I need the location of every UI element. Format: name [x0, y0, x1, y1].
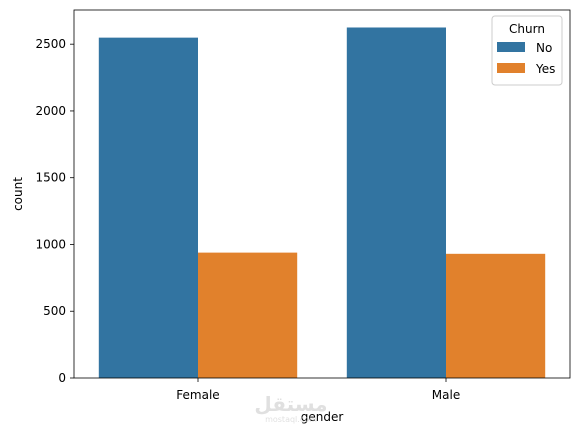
- watermark: مستقل mostaql.com: [254, 392, 327, 424]
- y-tick-label: 1500: [35, 171, 66, 185]
- plot-frame: [73, 9, 571, 379]
- y-tick-label: 2000: [35, 104, 66, 118]
- legend: Churn No Yes: [491, 15, 563, 86]
- bar-female-yes: [198, 252, 298, 378]
- legend-label-yes: Yes: [535, 62, 555, 76]
- legend-swatch-no: [497, 42, 525, 52]
- y-tick-label: 500: [43, 304, 66, 318]
- y-tick-label: 0: [58, 371, 66, 385]
- bar-male-no: [346, 27, 446, 379]
- bar-male-yes: [446, 253, 546, 378]
- legend-title: Churn: [509, 22, 545, 36]
- y-tick-label: 1000: [35, 237, 66, 251]
- x-axis-label: gender: [301, 410, 344, 424]
- watermark-subtext: mostaql.com: [265, 415, 317, 424]
- y-axis-ticks: 0 500 1000 1500 2000 2500: [35, 37, 74, 385]
- x-axis-ticks: Female Male: [176, 378, 460, 402]
- x-tick-label: Female: [176, 388, 219, 402]
- legend-swatch-yes: [497, 63, 525, 73]
- watermark-logo-text: مستقل: [254, 392, 327, 416]
- legend-items: No Yes: [497, 41, 555, 76]
- legend-label-no: No: [536, 41, 552, 55]
- y-tick-label: 2500: [35, 37, 66, 51]
- bars-group: [98, 27, 546, 379]
- x-tick-label: Male: [432, 388, 460, 402]
- bar-female-no: [98, 37, 198, 379]
- y-axis-label: count: [11, 177, 25, 211]
